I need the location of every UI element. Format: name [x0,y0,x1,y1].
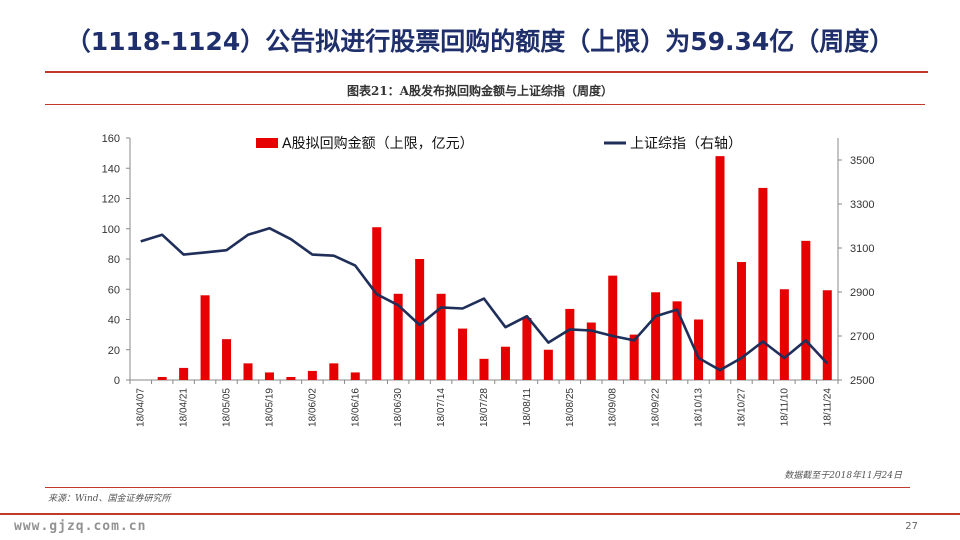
bar [736,262,746,380]
right-axis-tick-label: 2900 [850,287,874,299]
bar [543,349,553,380]
bar [200,295,210,380]
legend-line-label: 上证综指（右轴） [630,136,742,152]
left-axis-tick-label: 160 [102,133,120,145]
left-axis-tick-label: 80 [108,254,120,266]
legend-bar-swatch [256,138,278,148]
bar [608,275,618,380]
x-axis-tick-label: 18/09/22 [651,388,662,427]
x-axis-tick-label: 18/10/13 [694,388,705,427]
x-axis-tick-label: 18/04/07 [136,388,147,427]
x-axis-tick-label: 18/05/19 [264,388,275,427]
legend-bar-label: A股拟回购金额（上限，亿元） [282,136,474,152]
right-axis-tick-label: 3100 [850,243,874,255]
watermark: www.gjzq.com.cn [14,519,147,534]
x-axis-tick-label: 18/04/21 [179,388,190,427]
left-axis-tick-label: 140 [102,163,120,175]
x-axis-tick-label: 18/11/24 [822,388,833,427]
bar [329,363,339,380]
x-axis-tick-label: 18/06/02 [307,388,318,427]
right-axis-tick-label: 2500 [850,375,874,387]
bar [629,334,639,380]
right-axis-tick-label: 2700 [850,331,874,343]
bar [758,187,768,380]
left-axis-tick-label: 40 [108,315,120,327]
x-axis-tick-label: 18/10/27 [736,388,747,427]
left-axis-tick-label: 20 [108,345,120,357]
bar [694,319,704,380]
bar [458,328,468,380]
x-axis-tick-label: 18/08/25 [565,388,576,427]
left-axis-tick-label: 100 [102,224,120,236]
bar [779,289,789,380]
bar [479,358,489,380]
left-axis-tick-label: 120 [102,194,120,206]
chart-title: 图表21：A股发布拟回购金额与上证综指（周度） [346,84,613,98]
bar [672,301,682,380]
title-divider [45,71,928,73]
bar [436,293,446,380]
bar [522,317,532,380]
data-cutoff-note: 数据截至于2018年11月24日 [784,471,902,481]
x-axis-tick-label: 18/11/10 [779,388,790,427]
source-note: 来源：Wind、国金证券研究所 [48,494,171,504]
x-axis-tick-label: 18/09/08 [608,388,619,427]
bar [415,259,425,380]
bar [157,376,167,380]
bar [222,339,232,380]
slide-title: （1118-1124）公告拟进行股票回购的额度（上限）为59.34亿（周度） [65,27,895,56]
left-axis-tick-label: 60 [108,284,120,296]
bar [801,240,811,380]
x-axis-tick-label: 18/06/16 [350,388,361,427]
index-line [140,226,829,372]
bar [500,346,510,380]
chart-title-divider [45,104,925,105]
bar [264,372,274,380]
x-axis-tick-label: 18/07/28 [479,388,490,427]
right-axis-tick-label: 3300 [850,199,874,211]
bar [307,370,317,380]
bar [372,227,382,380]
footer-divider [45,487,910,488]
x-axis-tick-label: 18/07/14 [436,388,447,427]
bar [179,367,189,380]
bar [715,156,725,380]
bar [393,293,403,380]
bar [586,322,596,380]
x-axis-tick-label: 18/08/11 [522,388,533,427]
x-axis-tick-label: 18/06/30 [393,388,404,427]
x-axis-tick-label: 18/05/05 [222,388,233,427]
bar [286,376,296,380]
right-axis-tick-label: 3500 [850,155,874,167]
bar [243,363,253,380]
bar [565,308,575,380]
bar [822,290,832,380]
left-axis-tick-label: 0 [114,375,120,387]
page-number: 27 [905,521,918,532]
bottom-bar [0,513,960,515]
bar [651,292,661,380]
bar [350,372,360,380]
